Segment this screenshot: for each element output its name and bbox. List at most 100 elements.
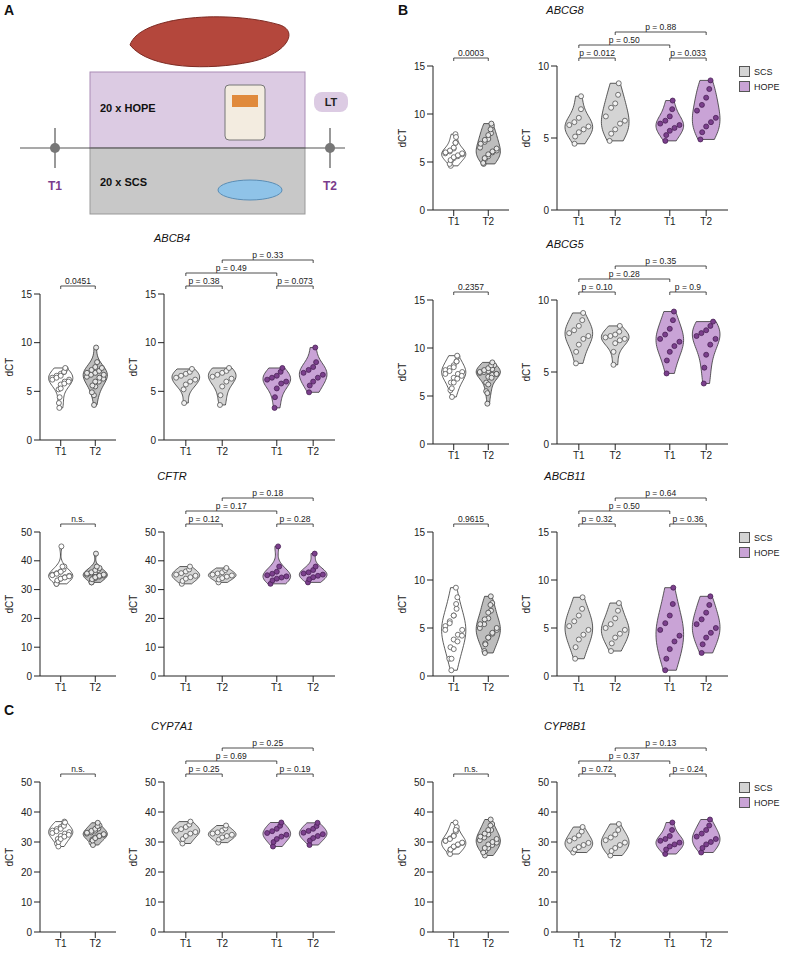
svg-text:5: 5: [419, 623, 425, 634]
svg-text:n.s.: n.s.: [71, 514, 85, 524]
svg-text:T2: T2: [216, 938, 228, 949]
svg-text:0: 0: [543, 671, 549, 682]
svg-text:10: 10: [538, 295, 550, 306]
svg-text:p = 0.073: p = 0.073: [277, 276, 313, 286]
svg-text:0.9615: 0.9615: [458, 514, 484, 524]
svg-text:n.s.: n.s.: [71, 764, 85, 774]
svg-text:p = 0.37: p = 0.37: [609, 751, 640, 761]
svg-text:p = 0.033: p = 0.033: [670, 48, 706, 58]
svg-text:p = 0.64: p = 0.64: [645, 488, 676, 498]
svg-text:0: 0: [26, 671, 32, 682]
svg-text:0: 0: [419, 439, 425, 450]
svg-text:T2: T2: [482, 216, 494, 227]
svg-text:0.2357: 0.2357: [458, 282, 484, 292]
svg-text:p = 0.69: p = 0.69: [216, 751, 247, 761]
svg-text:10: 10: [538, 575, 550, 586]
svg-text:20: 20: [145, 613, 157, 624]
svg-text:T1: T1: [271, 938, 283, 949]
svg-text:0: 0: [26, 927, 32, 938]
svg-text:T1: T1: [573, 682, 585, 693]
svg-text:T1: T1: [664, 938, 676, 949]
svg-text:p = 0.88: p = 0.88: [645, 22, 676, 32]
svg-text:T2: T2: [609, 216, 621, 227]
svg-text:10: 10: [21, 642, 33, 653]
svg-text:T1: T1: [180, 446, 192, 457]
svg-text:p = 0.24: p = 0.24: [672, 764, 703, 774]
svg-text:0.0451: 0.0451: [65, 276, 91, 286]
svg-text:0: 0: [150, 927, 156, 938]
svg-text:T2: T2: [482, 938, 494, 949]
svg-text:0.0003: 0.0003: [458, 48, 484, 58]
svg-text:50: 50: [538, 777, 550, 788]
svg-text:10: 10: [414, 109, 426, 120]
svg-text:p = 0.9: p = 0.9: [675, 282, 702, 292]
svg-text:T1: T1: [573, 938, 585, 949]
svg-text:dCT: dCT: [128, 358, 139, 377]
svg-text:5: 5: [150, 386, 156, 397]
svg-text:p = 0.36: p = 0.36: [672, 514, 703, 524]
svg-text:T1: T1: [448, 216, 460, 227]
svg-text:dCT: dCT: [397, 129, 408, 148]
svg-text:n.s.: n.s.: [464, 764, 478, 774]
svg-text:dCT: dCT: [521, 363, 532, 382]
svg-text:0: 0: [150, 671, 156, 682]
svg-text:T1: T1: [573, 450, 585, 461]
svg-text:40: 40: [21, 807, 33, 818]
svg-text:T2: T2: [307, 938, 319, 949]
svg-text:p = 0.19: p = 0.19: [279, 764, 310, 774]
svg-text:T2: T2: [482, 450, 494, 461]
svg-text:T1: T1: [48, 179, 62, 193]
svg-text:dCT: dCT: [521, 595, 532, 614]
svg-text:p = 0.49: p = 0.49: [216, 263, 247, 273]
svg-text:p = 0.28: p = 0.28: [609, 269, 640, 279]
svg-text:50: 50: [145, 527, 157, 538]
svg-text:T2: T2: [89, 446, 101, 457]
svg-text:0: 0: [543, 439, 549, 450]
svg-text:dCT: dCT: [128, 848, 139, 867]
svg-text:dCT: dCT: [397, 363, 408, 382]
svg-text:30: 30: [414, 837, 426, 848]
svg-text:p = 0.33: p = 0.33: [252, 250, 283, 260]
svg-text:10: 10: [145, 642, 157, 653]
svg-text:p = 0.50: p = 0.50: [609, 501, 640, 511]
svg-text:20: 20: [21, 613, 33, 624]
svg-text:50: 50: [21, 777, 33, 788]
svg-text:T2: T2: [609, 450, 621, 461]
svg-text:15: 15: [414, 61, 426, 72]
svg-text:50: 50: [145, 777, 157, 788]
svg-text:p = 0.35: p = 0.35: [645, 256, 676, 266]
svg-text:50: 50: [414, 777, 426, 788]
svg-text:15: 15: [414, 527, 426, 538]
svg-text:40: 40: [145, 807, 157, 818]
svg-text:10: 10: [414, 343, 426, 354]
svg-text:p = 0.012: p = 0.012: [579, 48, 615, 58]
svg-text:p = 0.28: p = 0.28: [279, 514, 310, 524]
svg-text:T1: T1: [55, 446, 67, 457]
svg-text:10: 10: [21, 337, 33, 348]
svg-text:0: 0: [543, 205, 549, 216]
svg-text:LT: LT: [325, 96, 338, 108]
svg-text:0: 0: [150, 435, 156, 446]
svg-text:5: 5: [543, 623, 549, 634]
svg-text:20: 20: [538, 867, 550, 878]
svg-text:20: 20: [21, 867, 33, 878]
svg-text:T2: T2: [700, 216, 712, 227]
svg-text:5: 5: [543, 367, 549, 378]
svg-text:dCT: dCT: [521, 129, 532, 148]
svg-text:10: 10: [145, 337, 157, 348]
svg-text:T1: T1: [55, 682, 67, 693]
svg-text:0: 0: [543, 927, 549, 938]
svg-text:T2: T2: [700, 450, 712, 461]
svg-text:p = 0.72: p = 0.72: [582, 764, 613, 774]
svg-text:10: 10: [414, 897, 426, 908]
svg-text:dCT: dCT: [397, 595, 408, 614]
svg-text:T2: T2: [609, 682, 621, 693]
svg-text:0: 0: [419, 671, 425, 682]
svg-text:5: 5: [543, 133, 549, 144]
svg-text:0: 0: [419, 927, 425, 938]
svg-text:T1: T1: [664, 216, 676, 227]
svg-text:dCT: dCT: [128, 595, 139, 614]
svg-text:30: 30: [21, 584, 33, 595]
svg-text:10: 10: [145, 897, 157, 908]
svg-text:15: 15: [145, 289, 157, 300]
